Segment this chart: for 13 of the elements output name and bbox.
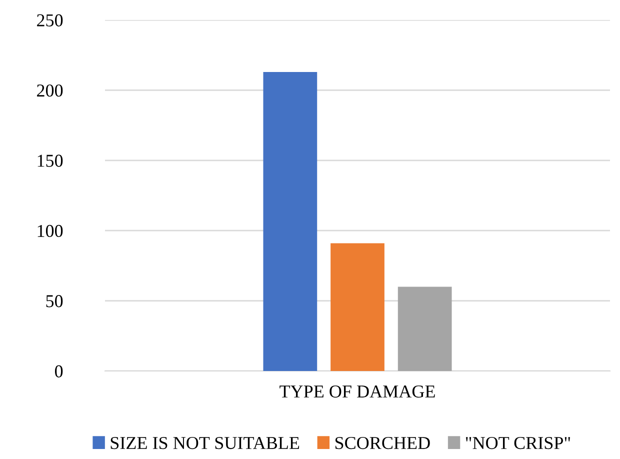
legend-label: "NOT CRISP" — [466, 436, 570, 450]
bar — [263, 72, 318, 371]
x-tick-label: TYPE OF DAMAGE — [280, 385, 435, 398]
legend-label: SCORCHED — [335, 436, 430, 450]
y-tick-label: 0 — [54, 365, 63, 378]
bar — [398, 286, 452, 371]
y-tick-label: 150 — [38, 154, 63, 167]
y-tick-label: 50 — [46, 295, 63, 308]
legend-label: SIZE IS NOT SUITABLE — [110, 436, 300, 450]
bar — [330, 243, 384, 371]
y-tick-label: 200 — [37, 84, 63, 97]
y-tick-label: 250 — [37, 14, 63, 26]
y-tick-label: 100 — [38, 224, 63, 238]
